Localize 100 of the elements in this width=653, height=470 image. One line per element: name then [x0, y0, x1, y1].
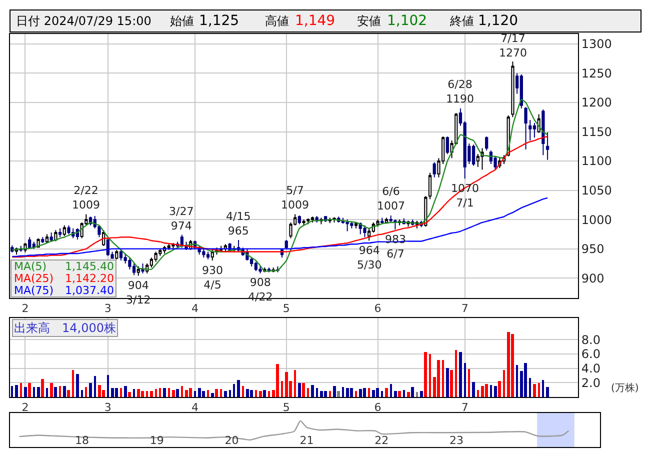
- x-tick-label: 5: [282, 302, 290, 316]
- bar: [172, 390, 175, 397]
- annotation: 930 4/5: [202, 264, 223, 292]
- y-tick-label: 8.0: [581, 332, 600, 347]
- candlestick: [119, 248, 123, 262]
- bar: [168, 388, 170, 397]
- bar: [250, 390, 253, 397]
- bar: [359, 389, 362, 397]
- x-tick-label: 6: [374, 401, 382, 414]
- candlestick: [258, 266, 262, 274]
- bar: [237, 380, 240, 397]
- bar: [420, 391, 423, 397]
- x-tick-label: 6: [374, 302, 382, 316]
- bar: [94, 376, 96, 397]
- bar: [124, 386, 127, 397]
- y-tick-label: 4.0: [581, 361, 600, 376]
- text: 1,120: [478, 13, 518, 29]
- series-label: MA(5): [14, 260, 47, 273]
- bar: [468, 369, 470, 397]
- candlestick: [67, 224, 70, 235]
- bar: [181, 386, 183, 397]
- y-tick-label: 2.0: [581, 376, 600, 390]
- bar: [120, 388, 122, 397]
- series-label: MA(25): [14, 272, 54, 285]
- bar: [137, 389, 140, 397]
- bar: [446, 368, 449, 397]
- bar: [41, 379, 44, 397]
- bar: [546, 387, 549, 397]
- bar: [33, 387, 35, 397]
- candlestick: [354, 221, 358, 229]
- candlestick: [28, 236, 32, 250]
- bar: [255, 390, 257, 397]
- text: 始値: [170, 14, 194, 28]
- bar: [198, 388, 201, 397]
- bar: [163, 388, 166, 397]
- candlestick: [206, 251, 210, 260]
- candlestick: [41, 236, 44, 244]
- bar: [224, 391, 227, 397]
- line-series: [12, 136, 548, 258]
- text: 1,125: [199, 13, 240, 29]
- candlestick: [350, 220, 354, 229]
- bar: [294, 370, 296, 397]
- bar: [311, 385, 314, 397]
- annotation: 4/15 965: [226, 210, 251, 238]
- bar: [107, 375, 109, 397]
- bar: [538, 383, 540, 397]
- bar: [385, 388, 388, 397]
- bar: [50, 383, 53, 397]
- candlestick: [428, 172, 432, 200]
- bar: [346, 388, 349, 397]
- candlestick: [202, 248, 206, 258]
- bar: [316, 388, 318, 397]
- bar: [189, 388, 192, 397]
- bar: [376, 388, 379, 397]
- candlestick: [542, 109, 545, 156]
- bar: [381, 391, 383, 397]
- bar: [363, 388, 366, 397]
- bar: [472, 382, 475, 397]
- candlestick: [298, 214, 302, 225]
- text: 安値: [357, 14, 381, 28]
- bar: [485, 384, 488, 397]
- x-tick-label: 7: [461, 401, 468, 414]
- bar: [324, 391, 327, 397]
- bar: [242, 386, 244, 397]
- bar: [511, 334, 514, 397]
- x-tick-label: 7: [461, 302, 468, 316]
- bar: [298, 383, 301, 397]
- text: MA(75): [14, 284, 54, 297]
- bar: [246, 389, 249, 397]
- bar: [159, 388, 161, 397]
- candlestick: [380, 217, 384, 224]
- bar: [155, 389, 157, 397]
- candlestick: [532, 122, 536, 138]
- candlestick: [432, 162, 436, 178]
- candlestick: [115, 250, 118, 260]
- bar: [81, 390, 83, 397]
- bar: [516, 365, 518, 397]
- candlestick: [284, 240, 288, 250]
- candlestick: [54, 230, 58, 241]
- bar: [176, 389, 179, 397]
- bar: [128, 392, 131, 397]
- bar: [28, 383, 31, 397]
- bar: [146, 391, 148, 397]
- bar: [276, 364, 279, 397]
- bar: [442, 360, 444, 397]
- candlestick: [302, 219, 306, 226]
- x-tick-label: 20: [224, 434, 239, 447]
- bar: [450, 370, 453, 397]
- line-series: [12, 197, 548, 258]
- x-tick-label: 3: [104, 401, 112, 414]
- candlestick: [45, 234, 49, 244]
- y-tick-label: 6.0: [581, 347, 600, 362]
- annotation: 3/27 974: [169, 205, 194, 232]
- annotation: 1,037.40: [65, 284, 114, 297]
- bar: [15, 385, 18, 397]
- bar: [285, 372, 288, 397]
- bar: [185, 390, 188, 397]
- bar: [281, 381, 283, 397]
- y-tick-label: 1250: [581, 66, 612, 80]
- y-axis-title: (万株): [611, 382, 639, 394]
